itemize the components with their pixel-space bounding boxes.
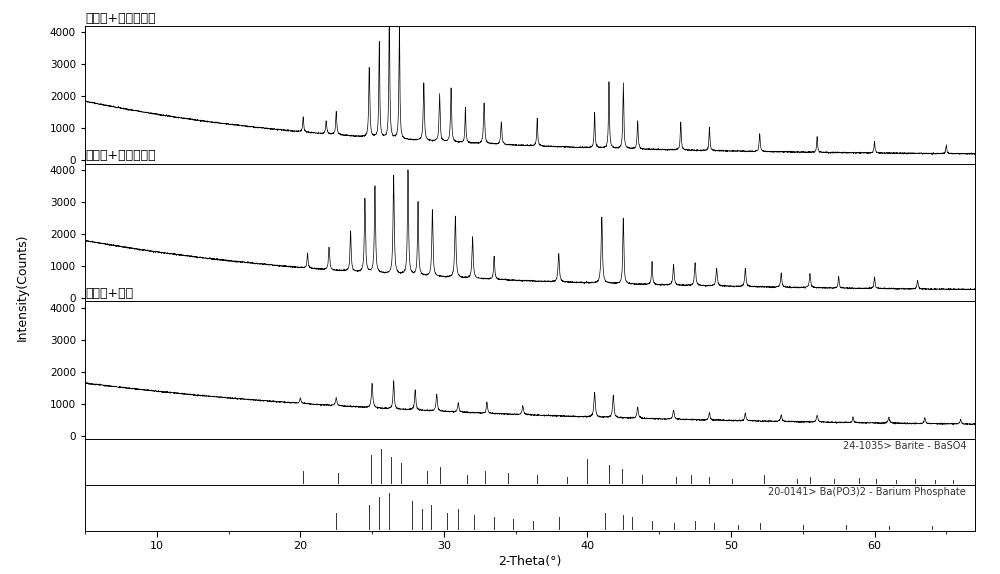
Text: 硫酸钡+磷酸二氢钠: 硫酸钡+磷酸二氢钠 <box>85 11 156 25</box>
Text: Intensity(Counts): Intensity(Counts) <box>15 233 29 341</box>
Text: 24-1035> Barite - BaSO4: 24-1035> Barite - BaSO4 <box>843 441 966 451</box>
Text: 硫酸钡+磷酸: 硫酸钡+磷酸 <box>85 287 133 300</box>
Text: 20-0141> Ba(PO3)2 - Barium Phosphate: 20-0141> Ba(PO3)2 - Barium Phosphate <box>768 487 966 497</box>
Text: 硫酸钡+磷酸氢二钠: 硫酸钡+磷酸氢二钠 <box>85 149 156 162</box>
Text: 2-Theta(°): 2-Theta(°) <box>498 555 562 568</box>
